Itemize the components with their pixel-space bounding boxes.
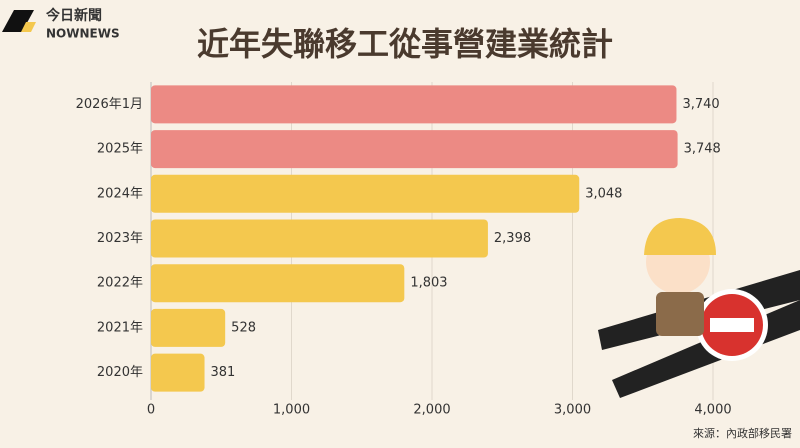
y-tick-label: 2024年 [97, 186, 143, 201]
x-tick-label: 1,000 [273, 403, 310, 418]
bar [151, 308, 226, 347]
stop-bar [710, 318, 754, 332]
logo-name: 今日新聞 [45, 7, 102, 24]
x-tick-label: 3,000 [554, 403, 591, 418]
chart-title: 近年失聯移工從事營建業統計 [197, 25, 613, 63]
x-tick-label: 2,000 [413, 403, 450, 418]
bar [151, 219, 488, 258]
bar [151, 353, 205, 392]
y-tick-label: 2023年 [97, 231, 143, 246]
value-label: 381 [211, 365, 236, 380]
helmet [644, 218, 716, 255]
value-label: 528 [231, 320, 256, 335]
y-tick-label: 2025年 [97, 142, 143, 157]
value-label: 1,803 [410, 276, 447, 291]
logo-icon [2, 10, 34, 32]
y-tick-label: 2022年 [97, 276, 143, 291]
value-label: 3,740 [682, 97, 719, 112]
plot: 0 1,000 2,000 3,000 4,000 2026年1月 3,740 2025年 3,… [76, 82, 732, 418]
worker-body [656, 292, 704, 336]
bar [151, 130, 678, 169]
value-label: 2,398 [494, 231, 531, 246]
value-label: 3,748 [684, 142, 721, 157]
logo-accent [21, 22, 36, 32]
logo-brand: NOWNEWS [46, 27, 120, 41]
bar [151, 85, 677, 124]
source: 來源：內政部移民署 [693, 426, 792, 440]
bar [151, 174, 580, 213]
x-tick-label: 4,000 [694, 403, 731, 418]
bar [151, 264, 405, 303]
y-tick-label: 2026年1月 [76, 97, 143, 112]
y-tick-label: 2020年 [97, 365, 143, 380]
logo: 今日新聞 NOWNEWS [2, 7, 120, 41]
illustration [598, 218, 800, 398]
value-label: 3,048 [585, 186, 622, 201]
y-tick-label: 2021年 [97, 320, 143, 335]
x-tick-label: 0 [147, 403, 155, 418]
